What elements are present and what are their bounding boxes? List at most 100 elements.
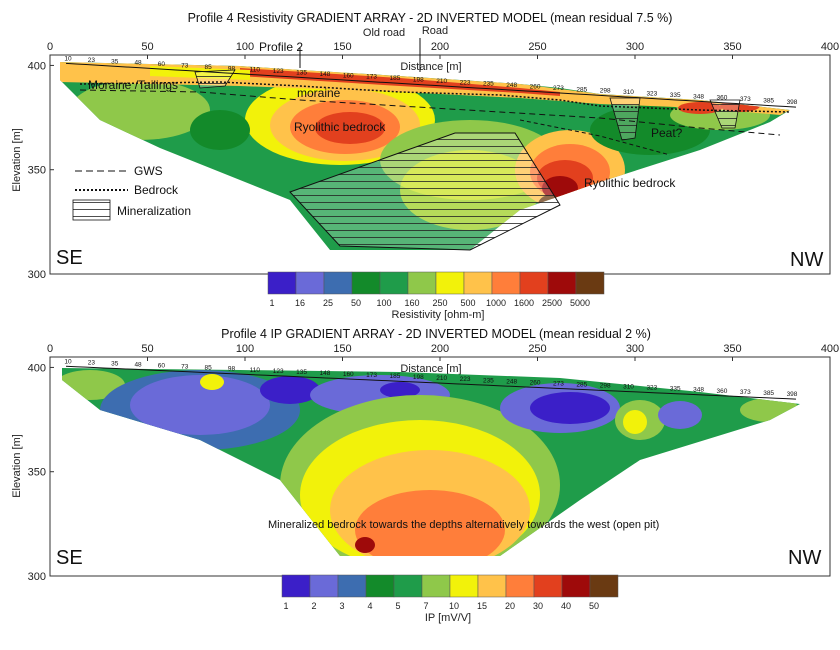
top-region-darkgreen <box>190 110 250 150</box>
electrode-label: 110 <box>250 67 261 74</box>
key-mineralization-label: Mineralization <box>117 204 191 218</box>
electrode-label: 73 <box>181 364 189 371</box>
electrode-label: 148 <box>319 71 330 78</box>
electrode-label: 210 <box>436 375 447 382</box>
legend-swatch <box>589 574 619 598</box>
bottom-region-blue-right <box>530 392 610 424</box>
electrode-label: 298 <box>600 383 611 390</box>
top-gws-line <box>79 89 781 136</box>
bottom-ip-model <box>62 368 800 556</box>
legend-swatch <box>491 271 521 295</box>
surface-line <box>65 62 797 108</box>
electrode-label: 323 <box>646 91 657 98</box>
legend-swatch <box>407 271 437 295</box>
y-tick-label: 350 <box>28 165 46 177</box>
key-gws-label: GWS <box>134 164 163 178</box>
bottom-x-axis: 0 50 100 150 200 250 300 350 400 <box>47 343 839 361</box>
electrode-label: 335 <box>670 386 681 393</box>
electrode-label: 35 <box>111 360 119 367</box>
electrode-label: 248 <box>506 378 517 385</box>
x-tick-label: 200 <box>431 343 449 355</box>
key-mineralization-swatch <box>72 199 111 221</box>
legend-swatch <box>267 271 297 295</box>
electrode-label: 135 <box>296 369 307 376</box>
legend-value: 5 <box>395 601 400 611</box>
electrode-label: 235 <box>483 81 494 88</box>
bottom-legend: 1 2 3 4 5 7 10 15 20 30 40 50 <box>281 574 619 611</box>
legend-value: 5000 <box>570 298 590 308</box>
electrode-label: 135 <box>296 69 307 76</box>
electrode-label: 348 <box>693 93 704 100</box>
top-surface-red <box>240 68 560 96</box>
legend-swatch <box>365 574 395 598</box>
electrode-label: 198 <box>413 374 424 381</box>
legend-swatch <box>561 574 591 598</box>
legend-value: 4 <box>367 601 372 611</box>
legend-value: 500 <box>460 298 475 308</box>
x-tick-label: 150 <box>333 41 351 53</box>
electrode-label: 323 <box>646 385 657 392</box>
bottom-region-redorange <box>355 490 505 556</box>
electrode-label: 223 <box>460 79 471 86</box>
top-surface-red-right <box>678 102 722 114</box>
top-y-axis: 400 350 300 <box>28 60 54 281</box>
y-tick-label: 400 <box>28 362 46 374</box>
bottom-region-violet <box>130 375 270 435</box>
legend-value: 15 <box>477 601 487 611</box>
electrode-label: 385 <box>763 390 774 397</box>
legend-value: 40 <box>561 601 571 611</box>
electrode-label: 35 <box>111 58 119 65</box>
legend-value: 10 <box>449 601 459 611</box>
legend-swatch <box>477 574 507 598</box>
top-tailings-box <box>194 69 236 89</box>
x-tick-label: 400 <box>821 41 839 53</box>
top-peat-box-1 <box>609 97 641 141</box>
electrode-label: 73 <box>181 62 189 69</box>
electrode-label: 123 <box>273 68 284 75</box>
y-tick-label: 400 <box>28 60 46 72</box>
electrode-label: 160 <box>343 371 354 378</box>
legend-swatch <box>463 271 493 295</box>
electrode-label: 385 <box>763 98 774 105</box>
bottom-region-green-far <box>740 398 800 422</box>
legend-swatch <box>421 574 451 598</box>
x-tick-label: 50 <box>141 343 153 355</box>
bottom-region-blue <box>260 376 320 404</box>
legend-swatch <box>533 574 563 598</box>
top-legend: 1 16 25 50 100 160 250 500 1000 1600 2500 5000 <box>267 271 605 308</box>
electrode-label: 148 <box>319 370 330 377</box>
electrode-label: 98 <box>228 65 236 72</box>
electrode-label: 373 <box>740 96 751 103</box>
top-label-ryolithic-left: Ryolithic bedrock <box>294 120 386 134</box>
key-bedrock-label: Bedrock <box>134 183 179 197</box>
surface-line <box>65 365 797 400</box>
bottom-label-nw: NW <box>788 547 821 569</box>
top-label-profile2: Profile 2 <box>259 40 303 54</box>
bottom-legend-title: IP [mV/V] <box>425 612 471 624</box>
electrode-label: 85 <box>205 365 213 372</box>
electrode-label: 198 <box>413 76 424 83</box>
bottom-region-yellow-right <box>623 410 647 434</box>
top-mineralization-zone <box>289 132 561 251</box>
x-tick-label: 300 <box>626 41 644 53</box>
electrode-label: 260 <box>530 84 541 91</box>
electrode-label: 48 <box>134 60 142 67</box>
bottom-note: Mineralized bedrock towards the depths a… <box>268 519 659 531</box>
x-tick-label: 250 <box>528 41 546 53</box>
legend-value: 1 <box>269 298 274 308</box>
y-tick-label: 300 <box>28 269 46 281</box>
bottom-y-axis-label: Elevation [m] <box>11 434 23 498</box>
electrode-label: 123 <box>273 368 284 375</box>
legend-swatch <box>547 271 577 295</box>
electrode-label: 85 <box>205 64 213 71</box>
legend-value: 30 <box>533 601 543 611</box>
electrode-label: 23 <box>88 57 96 64</box>
legend-swatch <box>505 574 535 598</box>
electrode-label: 360 <box>717 95 728 102</box>
legend-value: 100 <box>376 298 391 308</box>
legend-value: 7 <box>423 601 428 611</box>
electrode-label: 298 <box>600 88 611 95</box>
legend-swatch <box>351 271 381 295</box>
